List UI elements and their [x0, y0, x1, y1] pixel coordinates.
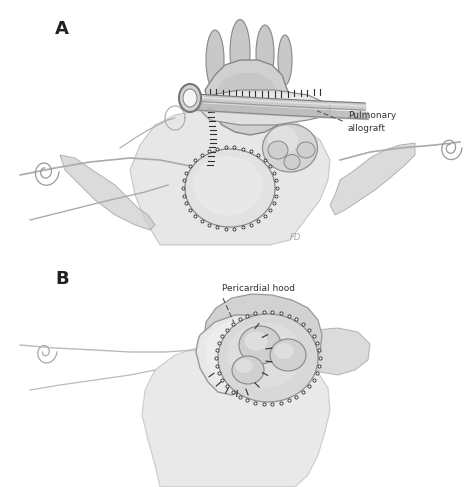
Ellipse shape — [274, 343, 294, 359]
Polygon shape — [130, 105, 330, 245]
Text: Pericardial hood: Pericardial hood — [222, 284, 295, 293]
Polygon shape — [196, 315, 272, 395]
Ellipse shape — [270, 339, 306, 371]
Text: FD: FD — [289, 233, 301, 243]
Polygon shape — [205, 60, 288, 135]
Ellipse shape — [218, 314, 318, 402]
Ellipse shape — [230, 19, 250, 85]
Polygon shape — [218, 73, 278, 122]
Ellipse shape — [193, 156, 263, 216]
Ellipse shape — [206, 30, 224, 90]
Polygon shape — [330, 143, 415, 215]
Ellipse shape — [232, 356, 264, 384]
Polygon shape — [204, 294, 322, 395]
Ellipse shape — [185, 149, 275, 227]
Ellipse shape — [268, 141, 288, 159]
Polygon shape — [205, 318, 264, 388]
Ellipse shape — [245, 332, 267, 351]
Polygon shape — [60, 155, 155, 230]
Ellipse shape — [183, 89, 197, 107]
Ellipse shape — [268, 126, 298, 154]
Polygon shape — [200, 90, 330, 125]
Text: A: A — [55, 20, 69, 38]
Ellipse shape — [278, 35, 292, 85]
Ellipse shape — [297, 142, 315, 158]
Ellipse shape — [284, 154, 300, 169]
Ellipse shape — [179, 84, 201, 112]
Ellipse shape — [235, 359, 253, 373]
Ellipse shape — [256, 25, 274, 83]
Text: B: B — [55, 270, 69, 288]
Ellipse shape — [263, 124, 318, 172]
Text: Pulmonary
allograft: Pulmonary allograft — [348, 111, 396, 133]
Polygon shape — [295, 328, 370, 375]
Ellipse shape — [239, 326, 281, 364]
Polygon shape — [210, 93, 310, 105]
Ellipse shape — [228, 322, 302, 388]
Polygon shape — [142, 342, 330, 487]
